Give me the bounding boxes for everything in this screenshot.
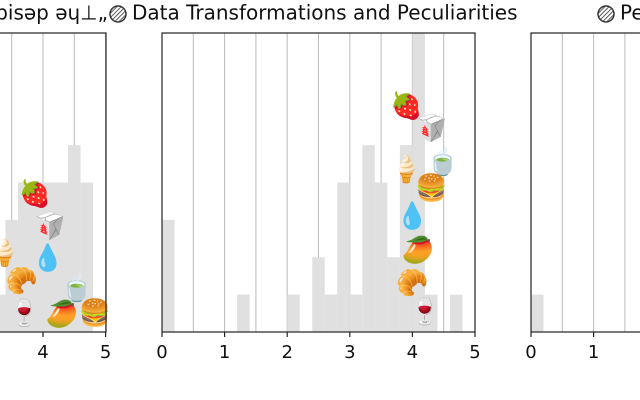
- x-tick-label: 4: [407, 342, 418, 363]
- emoji-marker: 🍔: [415, 172, 447, 203]
- histogram-bar: [80, 182, 94, 332]
- histogram-bar: [162, 219, 175, 332]
- histogram-bar: [399, 145, 413, 332]
- emoji-marker: 🍵: [61, 272, 93, 304]
- panel-title: Data Transformations and Peculiarities: [132, 1, 518, 25]
- histogram-bar: [337, 182, 350, 332]
- plot-frame: [161, 32, 476, 333]
- emoji-marker: 🍷: [8, 298, 40, 329]
- histogram-bar: [0, 294, 6, 332]
- x-tick-label: 0: [525, 342, 536, 363]
- title-icon: [597, 5, 615, 23]
- histogram-bar: [374, 182, 388, 332]
- emoji-marker: 🥡: [34, 211, 66, 242]
- emoji-marker: 🍦: [390, 154, 422, 185]
- histogram-bar: [362, 145, 375, 332]
- emoji-marker: 🍵: [427, 145, 459, 177]
- histogram-bar: [387, 257, 400, 332]
- histogram-bar: [43, 182, 56, 332]
- emoji-marker: 🥡: [415, 113, 447, 144]
- histogram-bar: [17, 182, 31, 332]
- panel-title: ɒisəp əɥ⊥„: [0, 1, 108, 25]
- histogram-bar: [324, 294, 338, 332]
- histogram-bar: [312, 257, 325, 332]
- x-tick-label: 0: [156, 342, 167, 363]
- emoji-marker: 🍷: [409, 296, 441, 327]
- emoji-marker: 💧: [32, 242, 64, 273]
- plot-frame: [530, 32, 640, 333]
- histogram-bar: [237, 294, 250, 332]
- panel-title: Pe: [620, 1, 640, 25]
- x-tick-label: 1: [588, 342, 599, 363]
- histogram-bar: [449, 294, 463, 332]
- emoji-marker: 🍓: [390, 90, 422, 121]
- emoji-marker: 🥭: [46, 298, 78, 329]
- histogram-bar: [424, 294, 438, 332]
- emoji-marker: 💧: [396, 201, 428, 232]
- histogram-bar: [68, 145, 81, 332]
- x-tick-label: 2: [281, 342, 292, 363]
- x-tick-label: 5: [469, 342, 480, 363]
- histogram-bar: [349, 294, 363, 332]
- histogram-bar: [5, 219, 18, 332]
- title-icon: [109, 5, 127, 23]
- x-tick-label: 1: [219, 342, 230, 363]
- x-tick-label: 4: [37, 342, 48, 363]
- histogram-bar: [412, 33, 425, 332]
- emoji-marker: 🥐: [6, 267, 38, 297]
- emoji-marker: 🍓: [19, 178, 51, 209]
- histogram-bar: [287, 294, 300, 332]
- plot-frame: [0, 32, 107, 333]
- histogram-bar: [55, 182, 69, 332]
- emoji-marker: 🍦: [0, 238, 21, 269]
- x-tick-label: 5: [100, 342, 111, 363]
- histogram-bar: [30, 182, 43, 332]
- x-tick-label: 3: [344, 342, 355, 363]
- emoji-marker: 🥭: [402, 235, 434, 266]
- histogram-bar: [531, 294, 544, 332]
- emoji-marker: 🥐: [396, 268, 428, 298]
